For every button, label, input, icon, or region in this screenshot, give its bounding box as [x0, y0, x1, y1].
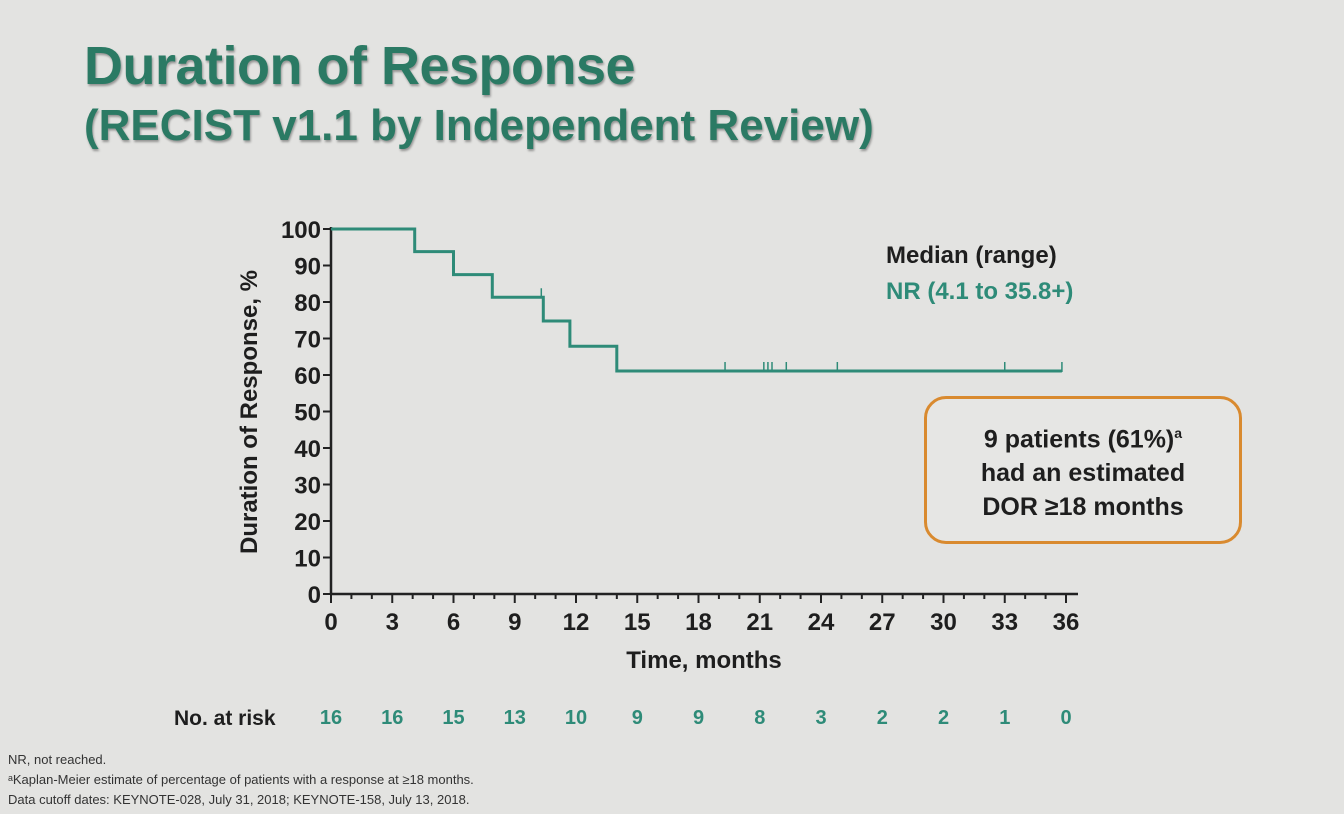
legend-heading: Median (range)	[886, 242, 1057, 269]
footnote-3: Data cutoff dates: KEYNOTE-028, July 31,…	[8, 792, 470, 807]
y-tick-label: 50	[294, 400, 321, 427]
risk-value: 13	[503, 707, 526, 729]
y-tick-label: 40	[294, 436, 321, 463]
y-tick-label: 30	[294, 473, 321, 500]
x-tick-label: 21	[746, 609, 773, 636]
x-tick-label: 33	[991, 609, 1018, 636]
risk-value: 2	[937, 707, 950, 729]
risk-value: 8	[754, 707, 766, 729]
callout-box: 9 patients (61%)a had an estimated DOR ≥…	[924, 396, 1242, 544]
risk-value: 1	[999, 707, 1011, 729]
x-tick-label: 24	[808, 609, 835, 636]
risk-value: 0	[1060, 707, 1072, 729]
x-tick-label: 9	[508, 609, 521, 636]
footnote-1: NR, not reached.	[8, 752, 107, 767]
y-tick-label: 0	[308, 582, 321, 609]
y-tick-label: 20	[294, 509, 321, 536]
x-tick-label: 6	[447, 609, 460, 636]
callout-line-2: had an estimated	[980, 459, 1186, 488]
y-tick-label: 60	[294, 363, 321, 390]
risk-value: 2	[876, 707, 888, 729]
slide-title: Duration of Response	[84, 36, 636, 96]
callout-footnote-mark: a	[1174, 424, 1183, 441]
y-tick-label: 90	[294, 254, 321, 281]
x-tick-label: 12	[563, 609, 590, 636]
y-tick-label: 70	[294, 327, 321, 354]
x-tick-label: 3	[386, 609, 399, 636]
x-axis-label: Time, months	[626, 647, 782, 674]
callout-line-1: 9 patients (61%)a	[983, 424, 1183, 454]
km-step-line	[331, 227, 1062, 373]
x-tick-label: 15	[624, 609, 651, 636]
y-axis-label: Duration of Response, %	[236, 270, 263, 554]
x-tick-label: 27	[869, 609, 896, 636]
risk-value: 9	[692, 707, 705, 729]
km-curve	[331, 227, 1063, 373]
slide-subtitle: (RECIST v1.1 by Independent Review)	[84, 101, 874, 150]
risk-value: 10	[564, 707, 588, 729]
x-tick-label: 30	[930, 609, 957, 636]
y-tick-label: 80	[294, 290, 321, 317]
callout-line-3: DOR ≥18 months	[982, 493, 1184, 522]
risk-value: 3	[815, 707, 827, 729]
x-tick-label: 36	[1053, 609, 1080, 636]
legend-median-value: NR (4.1 to 35.8+)	[886, 278, 1074, 305]
x-tick-label: 0	[324, 609, 337, 636]
risk-value: 16	[381, 707, 404, 729]
risk-table-label: No. at risk	[174, 707, 276, 730]
y-tick-label: 10	[294, 546, 321, 573]
y-tick-label: 100	[281, 217, 321, 244]
risk-value: 9	[631, 707, 643, 729]
x-tick-label: 18	[685, 609, 712, 636]
risk-value: 15	[442, 707, 465, 729]
risk-value: 16	[319, 707, 343, 729]
footnote-2: ᵃKaplan-Meier estimate of percentage of …	[8, 772, 474, 787]
